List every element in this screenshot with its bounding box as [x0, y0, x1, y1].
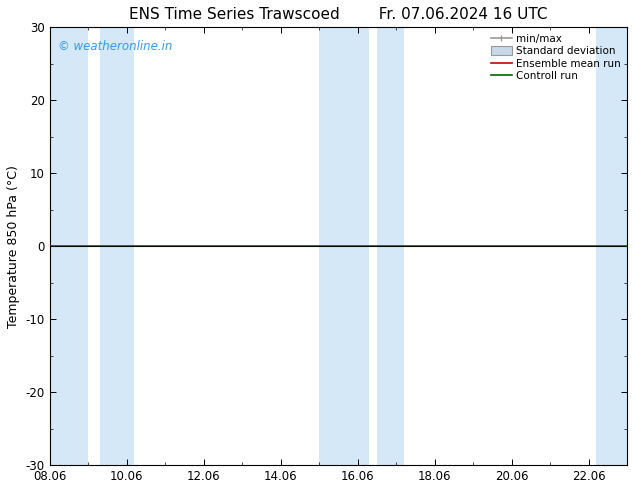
- Bar: [49, 27, 88, 465]
- Y-axis label: Temperature 850 hPa (°C): Temperature 850 hPa (°C): [7, 165, 20, 328]
- Legend: min/max, Standard deviation, Ensemble mean run, Controll run: min/max, Standard deviation, Ensemble me…: [488, 30, 624, 84]
- Bar: [319, 27, 369, 465]
- Title: ENS Time Series Trawscoed        Fr. 07.06.2024 16 UTC: ENS Time Series Trawscoed Fr. 07.06.2024…: [129, 7, 548, 22]
- Bar: [100, 27, 134, 465]
- Bar: [377, 27, 404, 465]
- Bar: [596, 27, 627, 465]
- Text: © weatheronline.in: © weatheronline.in: [58, 40, 172, 53]
